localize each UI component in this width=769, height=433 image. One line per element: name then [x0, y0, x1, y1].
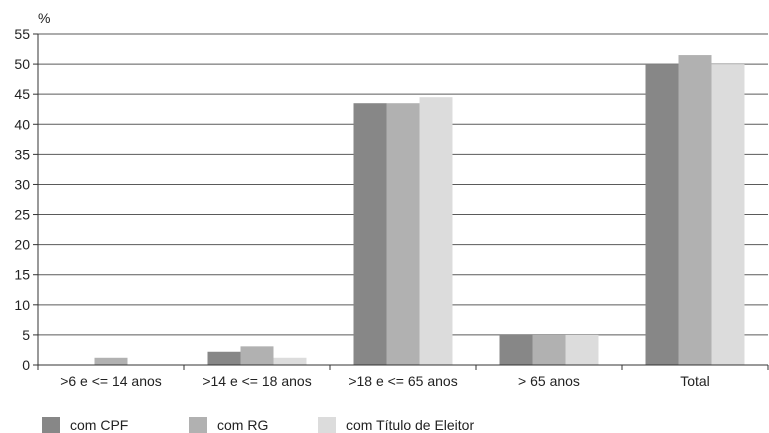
bar: [419, 97, 453, 365]
legend-label: com RG: [217, 417, 268, 433]
bar: [207, 351, 241, 365]
y-tick-label: 25: [14, 207, 30, 223]
bar: [273, 357, 307, 365]
y-tick-label: 55: [14, 26, 30, 42]
y-tick-label: 35: [14, 146, 30, 162]
x-tick-label: >18 e <= 65 anos: [348, 373, 457, 389]
legend-swatch: [42, 417, 60, 433]
axes: [37, 34, 768, 366]
x-tick-label: > 65 anos: [518, 373, 580, 389]
bar: [645, 64, 679, 365]
y-tick-label: 45: [14, 86, 30, 102]
y-tick-label: 0: [22, 357, 30, 373]
bar: [532, 334, 566, 365]
y-tick-label: 20: [14, 237, 30, 253]
y-axis-unit-label: %: [38, 10, 50, 26]
x-tick-label: Total: [680, 373, 710, 389]
legend-label: com Título de Eleitor: [346, 417, 474, 433]
x-axis-ticks: >6 e <= 14 anos >14 e <= 18 anos >18 e <= …: [37, 365, 769, 389]
y-tick-label: 50: [14, 56, 30, 72]
y-tick-label: 10: [14, 297, 30, 313]
bar: [678, 55, 712, 366]
bar: [353, 103, 387, 365]
bar: [386, 103, 420, 365]
y-tick-label: 30: [14, 176, 30, 192]
x-tick-label: >6 e <= 14 anos: [60, 373, 162, 389]
y-tick-label: 15: [14, 267, 30, 283]
y-tick-label: 40: [14, 116, 30, 132]
bar: [499, 334, 533, 365]
legend-label: com CPF: [70, 417, 128, 433]
bars: [94, 55, 745, 366]
y-axis-ticks: 0 5 10 15 20 25 30 35 40 45 50 55: [14, 26, 38, 373]
x-tick-label: >14 e <= 18 anos: [202, 373, 311, 389]
bar: [240, 346, 274, 365]
bar: [565, 334, 599, 365]
bar: [711, 64, 745, 365]
legend: com CPF com RG com Título de Eleitor: [42, 417, 474, 433]
legend-swatch: [189, 417, 207, 433]
y-tick-label: 5: [22, 327, 30, 343]
legend-swatch: [318, 417, 336, 433]
bar: [94, 357, 128, 365]
